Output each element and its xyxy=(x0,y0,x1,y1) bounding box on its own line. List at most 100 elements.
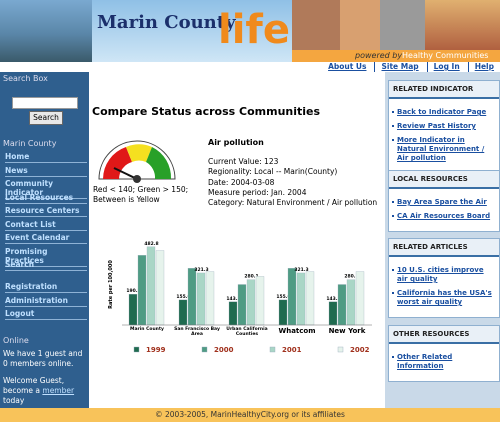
box-body: Other Related Information xyxy=(389,344,499,381)
detail-line: Regionality: Local -- Marin(County) xyxy=(208,167,338,177)
legend-label: 2000 xyxy=(214,346,234,354)
nav-link[interactable]: Help xyxy=(467,62,494,72)
chart-svg: Rate per 100,000 190.5 155.0 143.5 155.0 143.… xyxy=(108,241,372,354)
detail-line: Category: Natural Environment / Air poll… xyxy=(208,198,378,208)
side-box: LOCAL RESOURCES Bay Area Spare the Air CA … xyxy=(388,170,500,232)
x-tick-label: San Francisco Bay Area xyxy=(174,327,220,337)
gauge-red xyxy=(103,147,132,179)
bar xyxy=(237,284,247,326)
bar xyxy=(128,293,138,326)
box-body: Back to Indicator Page Review Past Histor… xyxy=(389,99,499,173)
search-button[interactable]: Search xyxy=(29,111,63,125)
page-title: Compare Status across Communities xyxy=(92,105,321,118)
online-title: Online xyxy=(3,336,29,345)
bar xyxy=(246,279,256,326)
gauge xyxy=(98,140,176,183)
side-link[interactable]: Home xyxy=(5,152,87,163)
value-label: 280.1 xyxy=(244,274,258,280)
search-input[interactable] xyxy=(12,97,78,109)
side-link[interactable]: News xyxy=(5,166,87,177)
box-link[interactable]: Bay Area Spare the Air xyxy=(389,197,499,208)
bar xyxy=(146,246,156,326)
box-link[interactable]: 10 U.S. cities improve air quality xyxy=(389,265,499,285)
box-link[interactable]: More Indicator in Natural Environment / … xyxy=(389,135,499,164)
box-title: OTHER RESOURCES xyxy=(389,326,499,344)
legend-label: 2001 xyxy=(282,346,302,354)
box-body: Bay Area Spare the Air CA Air Resources B… xyxy=(389,189,499,231)
welcome-text: today xyxy=(3,396,25,405)
value-label: 321.3 xyxy=(294,267,308,273)
value-label: 143.5 xyxy=(326,296,340,302)
x-tick-label: Urban California Counties xyxy=(226,327,268,337)
side-link[interactable]: Search xyxy=(5,260,87,271)
side-link[interactable]: Community Indicator xyxy=(5,179,87,199)
value-label: 143.5 xyxy=(226,296,240,302)
y-axis-label: Rate per 100,000 xyxy=(108,260,114,309)
admin-link[interactable]: Administration xyxy=(5,296,87,307)
admin-link[interactable]: Logout xyxy=(5,309,87,320)
value-label: 190.5 xyxy=(126,288,140,294)
bay-photo xyxy=(0,0,92,62)
box-link[interactable]: California has the USA's worst air quali… xyxy=(389,288,499,308)
side-box: OTHER RESOURCES Other Related Information xyxy=(388,325,500,382)
legend-swatch xyxy=(337,346,344,353)
chart: Rate per 100,000 190.5 155.0 143.5 155.0 143.… xyxy=(92,232,382,362)
side-link[interactable]: Contact List xyxy=(5,220,87,231)
nav-link[interactable]: Log In xyxy=(426,62,460,72)
nav-bar: About Us Site Map Log In Help xyxy=(328,62,494,72)
bar xyxy=(328,301,338,326)
box-body: 10 U.S. cities improve air quality Califo… xyxy=(389,257,499,317)
box-link[interactable]: Other Related Information xyxy=(389,352,499,372)
indicator-name: Air pollution xyxy=(208,138,264,147)
banner: Marin County life powered by Healthy Com… xyxy=(0,0,500,62)
value-label: 155.0 xyxy=(276,294,290,300)
details: Current Value: 123 Regionality: Local -- … xyxy=(208,157,377,208)
bar xyxy=(346,279,356,326)
legend-swatch xyxy=(201,346,208,353)
bar xyxy=(296,272,306,326)
gauge-green xyxy=(146,147,172,179)
legend-label: 2002 xyxy=(350,346,370,354)
detail-line: Current Value: 123 xyxy=(208,157,279,166)
x-tick-label: Marin County xyxy=(130,327,164,332)
photo xyxy=(292,0,340,50)
box-link[interactable]: Review Past History xyxy=(389,121,499,132)
photo xyxy=(340,0,380,50)
bar xyxy=(255,276,265,326)
nav-link[interactable]: About Us xyxy=(328,62,367,71)
box-link[interactable]: CA Air Resources Board xyxy=(389,211,499,222)
bar xyxy=(196,272,206,326)
search-label: Search Box xyxy=(3,74,48,83)
side-link[interactable]: Resource Centers xyxy=(5,206,87,217)
side-box: RELATED INDICATOR Back to Indicator Page R… xyxy=(388,80,500,174)
right-column: RELATED INDICATOR Back to Indicator Page R… xyxy=(385,72,500,408)
bar xyxy=(337,284,347,326)
box-link[interactable]: Back to Indicator Page xyxy=(389,107,499,118)
nav-link[interactable]: Site Map xyxy=(374,62,419,72)
bar xyxy=(178,299,188,326)
value-label: 155.0 xyxy=(176,294,190,300)
site-title: Marin County xyxy=(97,12,236,33)
side-link[interactable]: Local Resources xyxy=(5,193,87,204)
bar xyxy=(137,255,147,326)
bar xyxy=(278,299,288,326)
detail-line: Date: 2004-03-08 xyxy=(208,177,275,187)
side-link[interactable]: Event Calendar xyxy=(5,233,87,244)
x-tick-label: New York xyxy=(328,327,366,335)
legend-label: 1999 xyxy=(146,346,166,354)
legend-swatch xyxy=(269,346,276,353)
bar xyxy=(205,271,215,326)
bar xyxy=(187,268,197,326)
welcome: Welcome Guest, become a member today xyxy=(3,376,87,406)
bar xyxy=(305,271,315,326)
side-link[interactable]: Promising Practices xyxy=(5,247,87,267)
admin-link[interactable]: Registration xyxy=(5,282,87,293)
x-tick-label: Whatcom xyxy=(278,327,316,335)
box-title: RELATED ARTICLES xyxy=(389,239,499,257)
member-link[interactable]: member xyxy=(42,386,75,395)
brand: Healthy Communities xyxy=(402,51,489,60)
tagline-bar xyxy=(292,50,500,62)
value-label: 321.3 xyxy=(194,267,208,273)
sidebar: Search Box Search Marin County Online We… xyxy=(0,72,89,408)
value-label: 482.8 xyxy=(144,241,158,247)
